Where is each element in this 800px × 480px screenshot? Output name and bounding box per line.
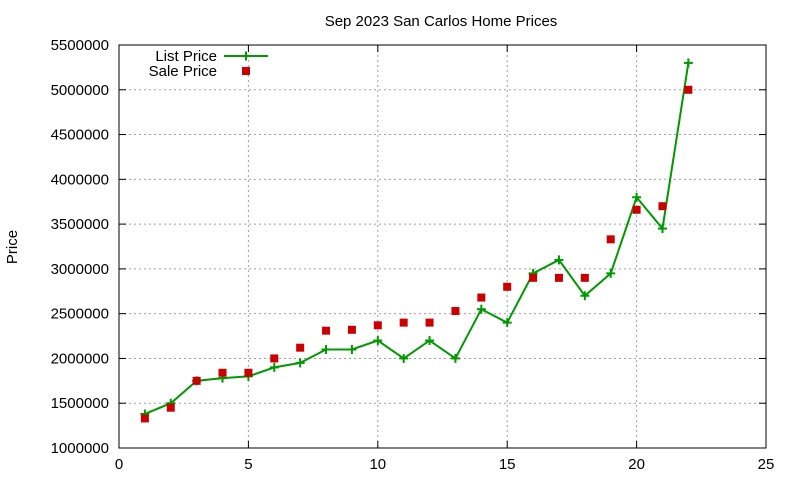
sale-price-point [451, 306, 460, 315]
sale-price-point [218, 368, 227, 377]
sale-price-point [580, 273, 589, 282]
sale-price-point [166, 403, 175, 412]
grid-lines [119, 45, 766, 448]
chart-title: Sep 2023 San Carlos Home Prices [325, 13, 558, 30]
list-price-point [476, 304, 486, 314]
list-price-point [450, 353, 460, 363]
x-tick-label: 20 [628, 456, 645, 473]
y-tick-label: 3000000 [51, 261, 109, 278]
plot-frame [118, 44, 767, 449]
list-price-point [425, 336, 435, 346]
list-price-point [321, 344, 331, 354]
legend-label: List Price [155, 48, 217, 65]
sale-price-point [554, 273, 563, 282]
legend-label: Sale Price [149, 63, 217, 80]
list-price-point [347, 344, 357, 354]
list-price-point [632, 192, 642, 202]
legend-square-swatch [242, 67, 250, 75]
list-price-point [657, 224, 667, 234]
list-price-point [399, 353, 409, 363]
list-price-point [269, 362, 279, 372]
y-tick-label: 3500000 [51, 216, 109, 233]
x-tick-label: 15 [499, 456, 516, 473]
sale-price-point [322, 326, 331, 335]
y-axis-label: Price [4, 230, 21, 264]
list-price-point [373, 336, 383, 346]
list-price-point [683, 58, 693, 68]
y-tick-label: 4000000 [51, 171, 109, 188]
sale-price-point [373, 321, 382, 330]
sale-price-point [192, 376, 201, 385]
list-price-point [580, 291, 590, 301]
x-tick-label: 5 [244, 456, 252, 473]
sale-price-point [503, 282, 512, 291]
y-tick-label: 1500000 [51, 395, 109, 412]
y-tick-label: 4500000 [51, 127, 109, 144]
list-price-point [502, 318, 512, 328]
list-price-line [144, 62, 690, 415]
y-tick-label: 2500000 [51, 306, 109, 323]
x-tick-label: 25 [758, 456, 775, 473]
y-tick-label: 5000000 [51, 82, 109, 99]
sale-price-point [529, 273, 538, 282]
x-tick-label: 0 [115, 456, 123, 473]
list-price-point [606, 268, 616, 278]
series-layer [140, 58, 693, 423]
y-tick-label: 1000000 [51, 440, 109, 457]
x-tick-label: 10 [369, 456, 386, 473]
y-tick-label: 5500000 [51, 37, 109, 54]
sale-price-point [270, 354, 279, 363]
list-price-point [554, 255, 564, 265]
sale-price-point [140, 414, 149, 423]
sale-price-point [244, 368, 253, 377]
sale-price-point [296, 343, 305, 352]
sale-price-point [606, 235, 615, 244]
sale-price-point [477, 293, 486, 302]
y-tick-label: 2000000 [51, 350, 109, 367]
sale-price-point [684, 85, 693, 94]
sale-price-point [632, 205, 641, 214]
list-price-point [295, 358, 305, 368]
sale-price-point [347, 325, 356, 334]
sale-price-point [399, 318, 408, 327]
axes: 0 5 10 15 20 25 1000000 1500000 2000000 2500000 30… [51, 37, 775, 473]
sale-price-point [425, 318, 434, 327]
sale-price-point [658, 202, 667, 211]
